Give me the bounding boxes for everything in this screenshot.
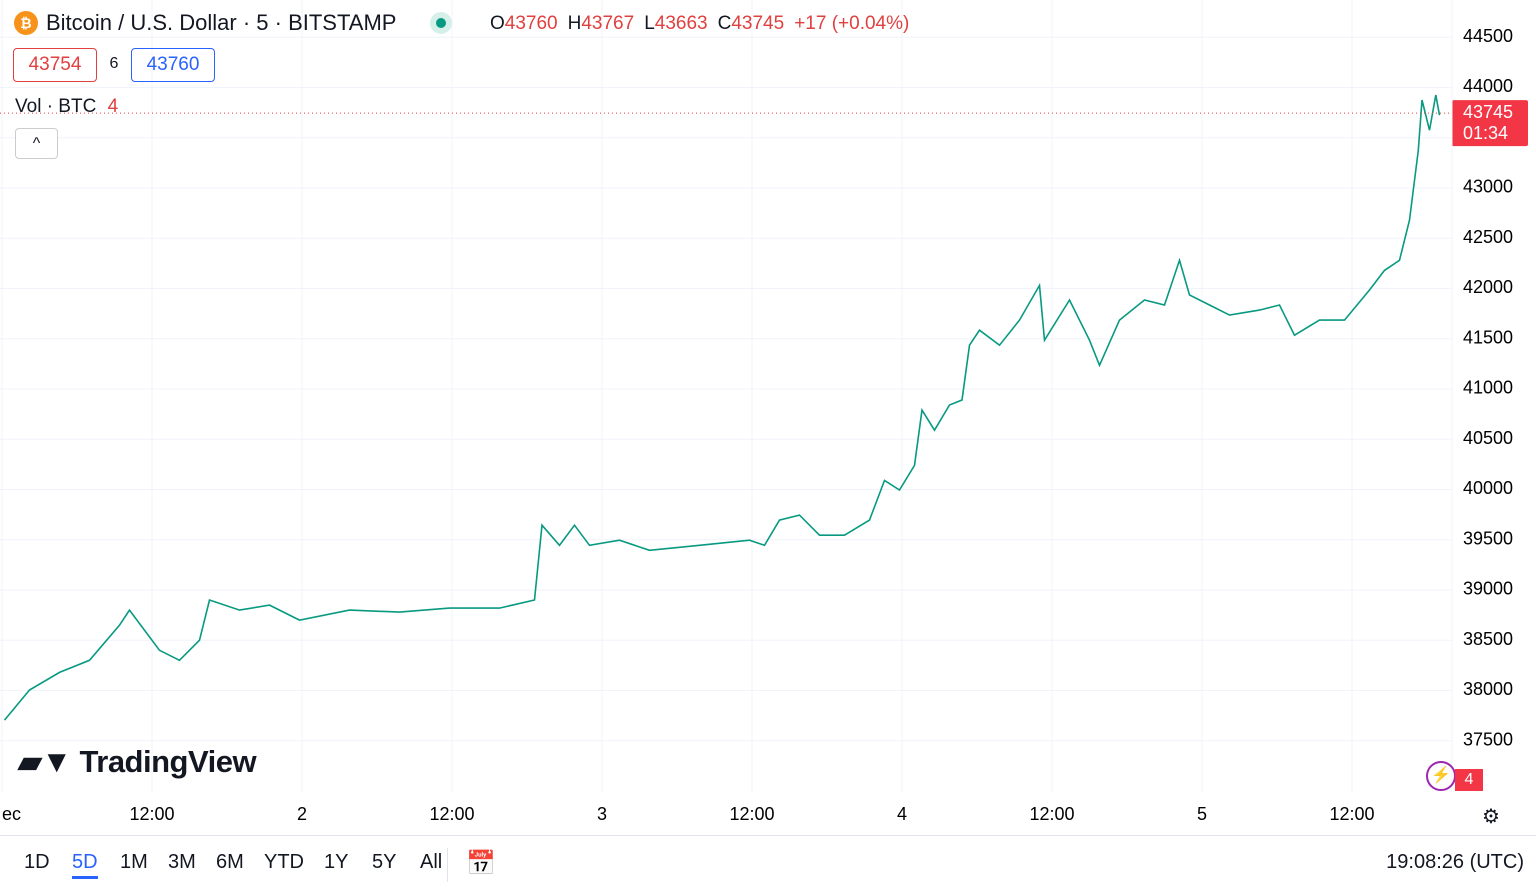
y-tick-label: 42000 — [1463, 277, 1513, 297]
badge: 4 — [1455, 769, 1483, 791]
alert-icon[interactable]: ⚡ — [1426, 761, 1456, 791]
price-line — [3, 94, 1441, 721]
y-tick-label: 41500 — [1463, 327, 1513, 347]
divider — [447, 848, 448, 882]
x-tick-label: 3 — [597, 804, 607, 824]
y-tick-label: 41000 — [1463, 378, 1513, 398]
symbol-header: ₿ Bitcoin / U.S. Dollar · 5 · BITSTAMP — [14, 10, 453, 36]
settings-icon[interactable]: ⚙ — [1482, 806, 1500, 828]
volume-label: Vol · BTC — [15, 96, 97, 117]
ohlc: O43760 H43767 L43663 C43745 +17 (+0.04%) — [490, 13, 909, 35]
last-price-label: 43745 — [1463, 102, 1513, 122]
y-tick-label: 44000 — [1463, 76, 1513, 96]
y-tick-label: 39000 — [1463, 579, 1513, 599]
ohlc-key: C — [717, 13, 732, 34]
y-tick-label: 43500 — [1463, 126, 1513, 146]
ohlc-value: 43767 — [581, 13, 635, 34]
range-button[interactable]: 3M — [168, 851, 196, 873]
status-dot — [430, 12, 453, 34]
collapse-button[interactable]: ^ — [15, 128, 58, 159]
toolbar-divider — [0, 835, 1536, 836]
x-tick-label: 12:00 — [1329, 804, 1374, 824]
y-tick-label: 42500 — [1463, 227, 1513, 247]
y-tick-label: 40500 — [1463, 428, 1513, 448]
date-range-icon[interactable]: 📅 — [466, 850, 496, 877]
y-tick-label: 43000 — [1463, 177, 1513, 197]
countdown: 01:34 — [1463, 123, 1508, 143]
ohlc-value: 43745 — [731, 13, 785, 34]
ohlc-value: 43663 — [654, 13, 708, 34]
volume-legend: Vol · BTC 4 — [15, 96, 118, 118]
coin-icon: ₿ — [14, 11, 38, 35]
range-button[interactable]: 5Y — [372, 851, 397, 873]
y-tick-label: 39500 — [1463, 528, 1513, 548]
x-tick-label: 5 — [1197, 804, 1207, 824]
x-tick-label: 2 — [297, 804, 307, 824]
x-tick-label: 12:00 — [1029, 804, 1074, 824]
ohlc-value: 43760 — [504, 13, 558, 34]
last-price-box — [1452, 100, 1528, 147]
ohlc-key: L — [644, 13, 655, 34]
y-tick-label: 40000 — [1463, 478, 1513, 498]
change: +17 (+0.04%) — [794, 13, 910, 34]
ask[interactable]: 43760 — [131, 48, 215, 82]
spread: 6 — [109, 55, 119, 72]
range-button[interactable]: 1D — [24, 851, 50, 873]
x-tick-label: 12:00 — [129, 804, 174, 824]
x-tick-label: 4 — [897, 804, 907, 824]
range-button[interactable]: All — [420, 851, 443, 873]
volume-value: 4 — [107, 96, 119, 117]
x-tick-label: ec — [2, 804, 21, 824]
range-button[interactable]: 1M — [120, 851, 148, 873]
range-button[interactable]: YTD — [264, 851, 304, 873]
y-tick-label: 37500 — [1463, 729, 1513, 749]
range-button[interactable]: 5D — [72, 851, 98, 879]
clock: 19:08:26 (UTC) — [1386, 851, 1524, 873]
ohlc-key: H — [567, 13, 582, 34]
y-tick-label: 44500 — [1463, 26, 1513, 46]
bid[interactable]: 43754 — [13, 48, 97, 82]
x-tick-label: 12:00 — [429, 804, 474, 824]
ohlc-key: O — [490, 13, 505, 34]
range-button[interactable]: 1Y — [324, 851, 349, 873]
range-button[interactable]: 6M — [216, 851, 244, 873]
y-tick-label: 38000 — [1463, 679, 1513, 699]
x-tick-label: 12:00 — [729, 804, 774, 824]
y-tick-label: 38500 — [1463, 629, 1513, 649]
watermark: ▰▼ TradingView — [18, 744, 257, 779]
symbol[interactable]: Bitcoin / U.S. Dollar · 5 · BITSTAMP — [46, 10, 397, 35]
